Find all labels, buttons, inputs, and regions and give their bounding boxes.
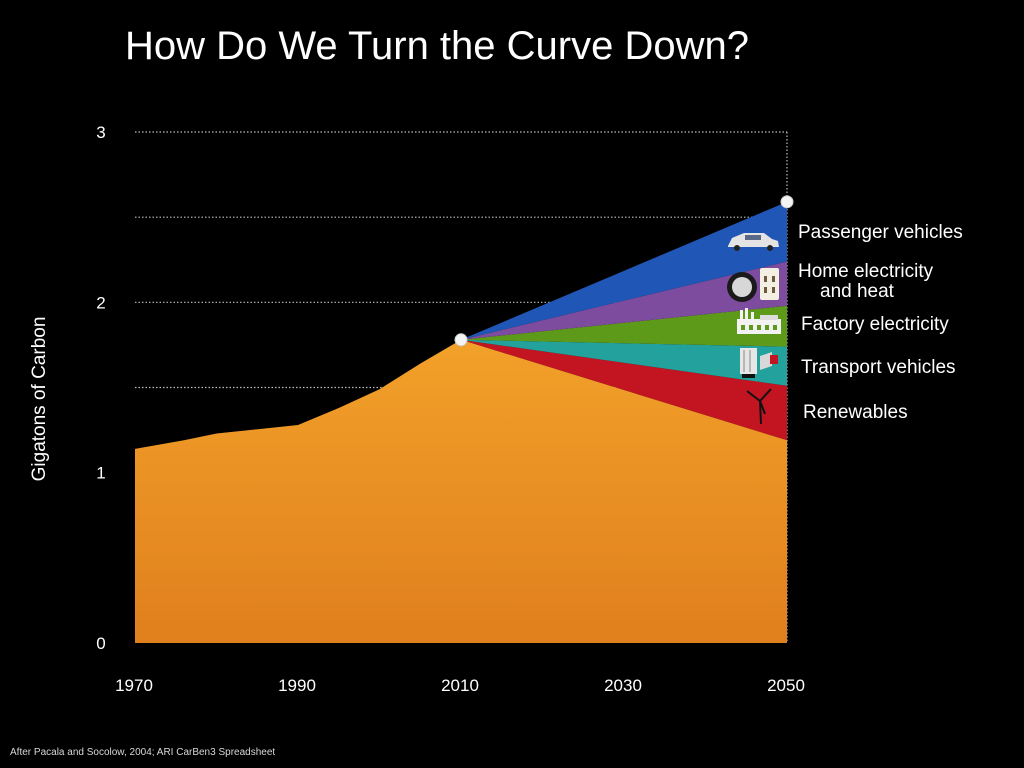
y-tick-label: 3 [96, 123, 105, 142]
wedge-transport-vehicles [461, 339, 787, 386]
y-tick-label: 2 [96, 293, 105, 312]
legend-label: Renewables [803, 402, 908, 423]
factory-chimney-2 [745, 308, 748, 320]
x-tick-label: 2030 [604, 676, 642, 695]
legend-label: Home electricity [798, 261, 934, 282]
truck-trailer [740, 348, 757, 374]
wedge-renewables [461, 339, 787, 441]
truck-cab-accent [770, 355, 778, 364]
x-tick-label: 2010 [441, 676, 479, 695]
car-window [745, 235, 761, 240]
y-axis-title: Gigatons of Carbon [29, 317, 50, 482]
factory-chimney-1 [740, 310, 743, 320]
wedge-factory-electricity [461, 305, 787, 347]
source-note: After Pacala and Socolow, 2004; ARI CarB… [10, 747, 276, 758]
factory-roof [760, 315, 778, 320]
outlet-plate [760, 268, 779, 300]
x-tick-label: 1990 [278, 676, 316, 695]
outlet-slot-3 [764, 287, 767, 293]
factory-chimney-3 [751, 312, 754, 320]
turbine-blade-3 [759, 400, 766, 415]
slide-title: How Do We Turn the Curve Down? [125, 24, 749, 68]
wind-turbine-icon [746, 388, 772, 425]
chart-axes: 0 1 2 3 1970 1990 2010 2030 2050 Gigatons of Carb… [29, 123, 805, 695]
x-tick-label: 1970 [115, 676, 153, 695]
outlet-slot-1 [764, 276, 767, 282]
legend-label-line2: and heat [820, 281, 895, 302]
y-tick-label: 0 [96, 634, 105, 653]
factory-window [765, 325, 769, 330]
legend-label: Factory electricity [801, 314, 949, 335]
chart-data-layer [135, 195, 794, 643]
outlet-slot-2 [772, 276, 775, 282]
legend-label: Passenger vehicles [798, 222, 963, 243]
wedge-passenger-vehicles [461, 201, 787, 340]
car-icon [728, 233, 779, 251]
turbine-blade-2 [759, 388, 772, 402]
factory-icon [737, 308, 781, 334]
baseline-area [135, 339, 787, 643]
factory-window [773, 325, 777, 330]
car-wheel-rear [767, 245, 773, 251]
truck-icon [740, 348, 778, 378]
legend-label: Transport vehicles [801, 357, 956, 378]
factory-window [741, 325, 745, 330]
factory-window [749, 325, 753, 330]
x-tick-label: 2050 [767, 676, 805, 695]
truck-cab [760, 352, 772, 370]
car-wheel-front [734, 245, 740, 251]
home-appliance-icon [727, 268, 779, 302]
thermostat-dial [732, 277, 752, 297]
outlet-slot-4 [772, 287, 775, 293]
factory-window [757, 325, 761, 330]
turbine-tower [759, 400, 762, 425]
data-marker-0 [454, 333, 468, 347]
y-tick-label: 1 [96, 464, 105, 483]
truck-wheels [742, 374, 755, 378]
data-marker-1 [780, 195, 794, 209]
turbine-blade-1 [746, 390, 761, 402]
